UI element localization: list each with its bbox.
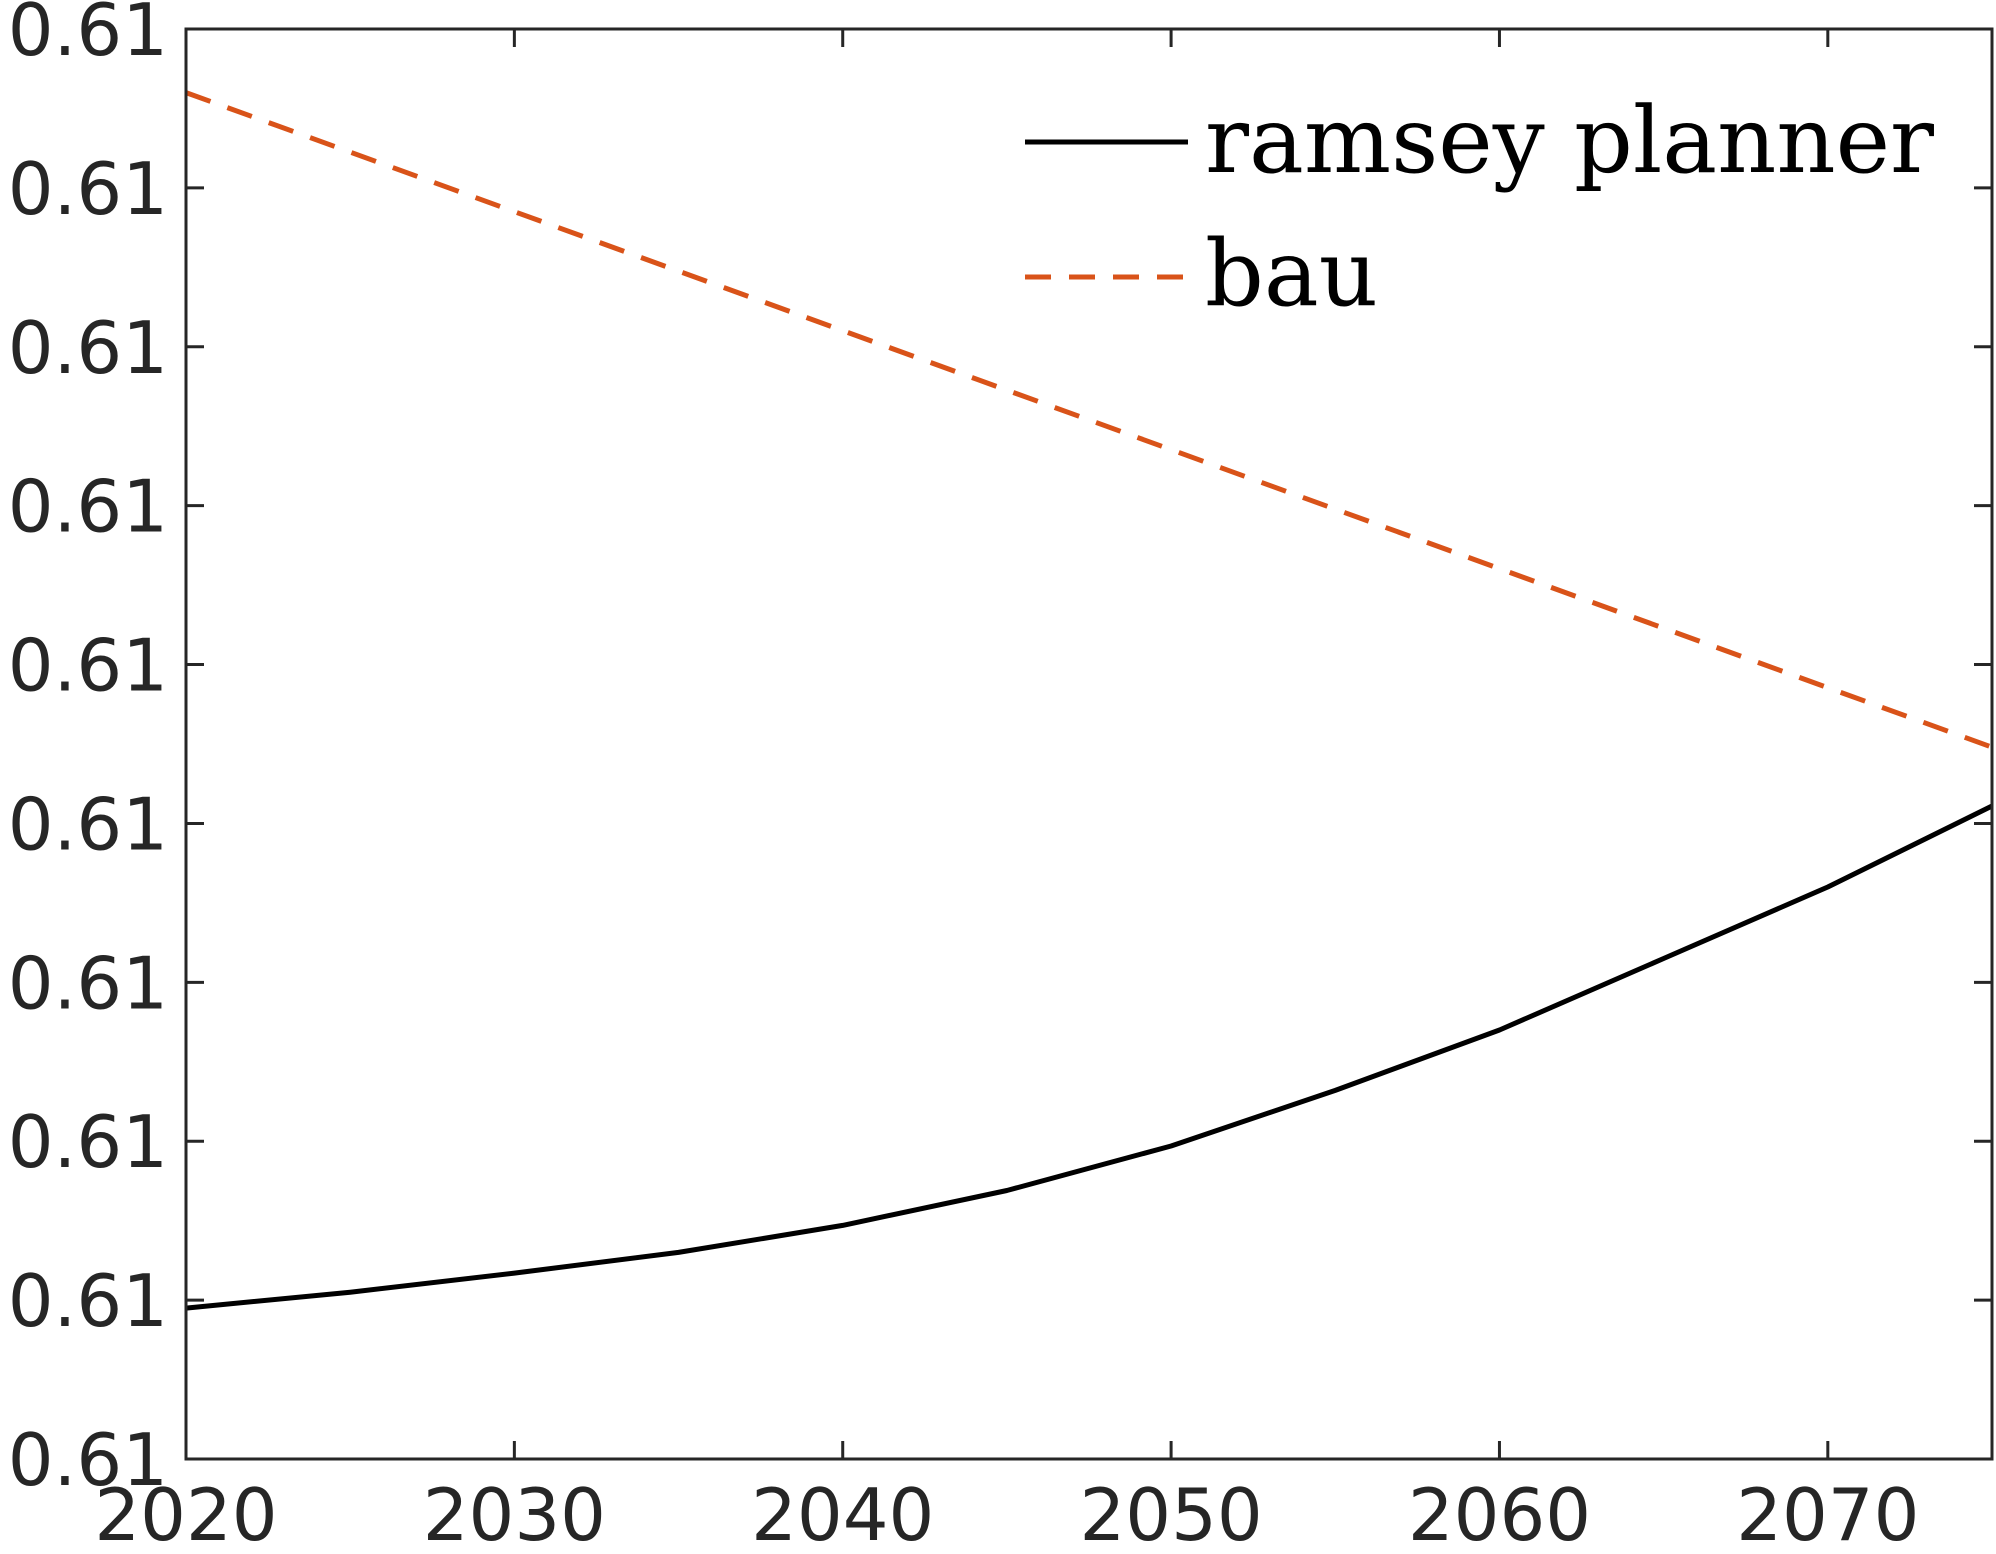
y-tick-labels: 0.61 0.61 0.61 0.61 0.61 0.61 0.61 0.61 0.61 0.61: [8, 0, 168, 1502]
x-tick-label: 2060: [1408, 1473, 1591, 1554]
y-tick-label: 0.61: [8, 465, 168, 549]
y-tick-label: 0.61: [8, 941, 168, 1025]
y-tick-label: 0.61: [8, 782, 168, 866]
x-tick-label: 2040: [751, 1473, 934, 1554]
y-tick-label: 0.61: [8, 1259, 168, 1343]
y-tick-label: 0.61: [8, 1418, 168, 1502]
series-line-bau: [185, 90, 1993, 750]
series-layer: [185, 90, 1994, 1311]
y-tick-label: 0.61: [8, 1100, 168, 1184]
x-tick-label: 2050: [1079, 1473, 1262, 1554]
plot-frame: [184, 27, 1994, 1461]
y-tick-label: 0.61: [8, 306, 168, 390]
x-tick-labels: 2020 2030 2040 2050 2060 2070: [94, 1473, 1919, 1554]
x-tick-label: 2020: [94, 1473, 277, 1554]
series-line-ramsey-planner: [185, 803, 1994, 1311]
y-tick-label: 0.61: [8, 624, 168, 708]
y-tick-label: 0.61: [8, 0, 168, 72]
legend-label-bau: bau: [1205, 220, 1378, 327]
x-tick-label: 2030: [423, 1473, 606, 1554]
plot-background: [186, 29, 1992, 1459]
y-tick-label: 0.61: [8, 147, 168, 231]
legend: ramsey planner bau: [1025, 87, 1934, 327]
x-tick-label: 2070: [1736, 1473, 1919, 1554]
legend-label-ramsey-planner: ramsey planner: [1205, 87, 1934, 194]
